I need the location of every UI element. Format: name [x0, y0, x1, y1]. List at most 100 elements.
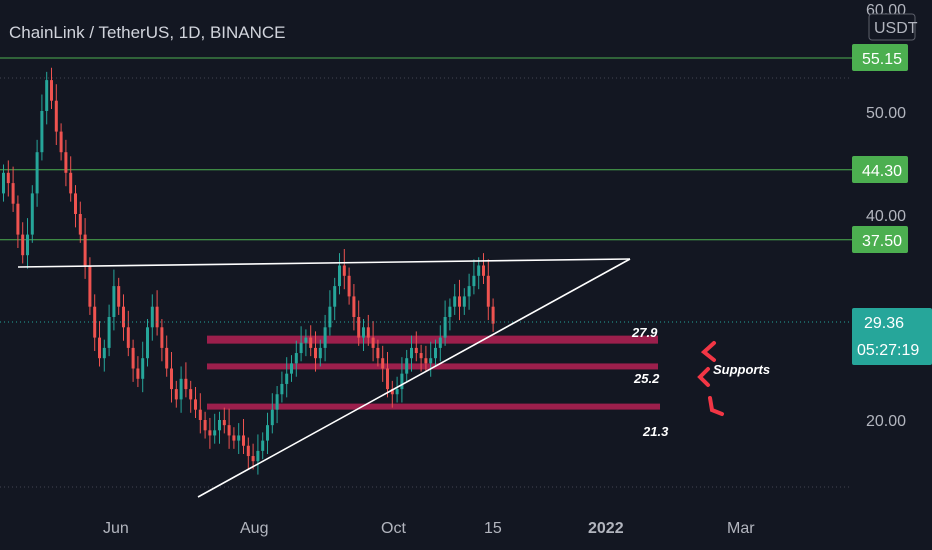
- candle-body[interactable]: [338, 265, 341, 287]
- candle-body[interactable]: [2, 172, 5, 194]
- candle-body[interactable]: [16, 203, 20, 235]
- candle-body[interactable]: [170, 368, 173, 390]
- candle-body[interactable]: [136, 368, 140, 379]
- candle-body[interactable]: [69, 172, 73, 194]
- candle-body[interactable]: [371, 337, 375, 348]
- candle-body[interactable]: [107, 317, 111, 348]
- candle-body[interactable]: [333, 286, 337, 307]
- candle-body[interactable]: [146, 327, 149, 359]
- candle-body[interactable]: [482, 265, 485, 276]
- candle-body[interactable]: [342, 265, 346, 276]
- candle-body[interactable]: [405, 358, 409, 374]
- candle-body[interactable]: [390, 389, 394, 395]
- candle-body[interactable]: [328, 306, 332, 328]
- candle-body[interactable]: [98, 337, 101, 359]
- candle-body[interactable]: [88, 265, 92, 307]
- candle-body[interactable]: [160, 327, 164, 348]
- candle-body[interactable]: [261, 440, 265, 451]
- candle-body[interactable]: [11, 183, 15, 204]
- candle-body[interactable]: [64, 152, 68, 173]
- candle-body[interactable]: [74, 193, 77, 214]
- candle-body[interactable]: [352, 296, 356, 317]
- candle-body[interactable]: [410, 347, 413, 359]
- candle-body[interactable]: [486, 275, 490, 307]
- candle-body[interactable]: [395, 389, 399, 395]
- candle-body[interactable]: [318, 347, 322, 359]
- candle-body[interactable]: [386, 368, 389, 390]
- candle-body[interactable]: [59, 131, 63, 153]
- candle-body[interactable]: [251, 456, 255, 462]
- candle-body[interactable]: [6, 172, 10, 184]
- candle-body[interactable]: [467, 286, 471, 297]
- candle-body[interactable]: [222, 420, 226, 426]
- candle-body[interactable]: [309, 337, 313, 348]
- candle-body[interactable]: [227, 425, 231, 436]
- candle-body[interactable]: [434, 347, 437, 359]
- candle-body[interactable]: [458, 296, 461, 307]
- candle-body[interactable]: [299, 342, 303, 354]
- candle-body[interactable]: [78, 214, 82, 235]
- candle-body[interactable]: [323, 327, 327, 348]
- candle-body[interactable]: [126, 327, 130, 348]
- candle-body[interactable]: [203, 420, 207, 431]
- candle-body[interactable]: [141, 358, 145, 379]
- candle-body[interactable]: [491, 306, 495, 324]
- candle-body[interactable]: [419, 353, 423, 359]
- candle-body[interactable]: [232, 435, 236, 441]
- candle-body[interactable]: [366, 327, 370, 338]
- candle-body[interactable]: [448, 306, 452, 317]
- candle-body[interactable]: [40, 111, 44, 153]
- candle-body[interactable]: [414, 347, 418, 354]
- candle-body[interactable]: [314, 347, 317, 359]
- candle-body[interactable]: [93, 306, 97, 338]
- candle-body[interactable]: [357, 317, 361, 338]
- candle-body[interactable]: [304, 337, 308, 343]
- candle-body[interactable]: [83, 234, 87, 266]
- candle-body[interactable]: [376, 347, 380, 359]
- candle-body[interactable]: [194, 399, 197, 410]
- candle-body[interactable]: [381, 358, 385, 369]
- candle-body[interactable]: [218, 420, 221, 431]
- candle-body[interactable]: [280, 383, 284, 395]
- candle-body[interactable]: [429, 358, 433, 364]
- lower-trendline[interactable]: [197, 258, 631, 498]
- support-zone-1[interactable]: [207, 335, 658, 344]
- candle-body[interactable]: [270, 409, 274, 426]
- candle-body[interactable]: [150, 306, 154, 328]
- candle-body[interactable]: [54, 100, 58, 132]
- candle-body[interactable]: [50, 80, 53, 101]
- candle-body[interactable]: [117, 286, 121, 307]
- candle-body[interactable]: [477, 265, 481, 276]
- candle-body[interactable]: [184, 378, 188, 390]
- candle-body[interactable]: [165, 347, 169, 369]
- candle-body[interactable]: [35, 152, 39, 194]
- candle-body[interactable]: [237, 435, 241, 441]
- candle-body[interactable]: [174, 389, 178, 400]
- candle-body[interactable]: [155, 306, 159, 328]
- candle-body[interactable]: [246, 445, 250, 457]
- candle-body[interactable]: [453, 296, 457, 307]
- candle-body[interactable]: [462, 296, 466, 307]
- candle-body[interactable]: [213, 430, 217, 436]
- candle-body[interactable]: [472, 275, 476, 287]
- candle-body[interactable]: [438, 337, 442, 348]
- candle-body[interactable]: [424, 358, 428, 364]
- candle-body[interactable]: [198, 409, 202, 420]
- currency-badge[interactable]: [868, 13, 916, 41]
- candle-body[interactable]: [266, 425, 269, 441]
- candle-body[interactable]: [179, 378, 183, 400]
- candle-body[interactable]: [362, 327, 365, 338]
- support-zone-3[interactable]: [207, 403, 660, 410]
- candle-body[interactable]: [443, 317, 447, 338]
- support-zone-2[interactable]: [207, 363, 658, 370]
- candle-body[interactable]: [285, 373, 289, 384]
- candle-body[interactable]: [290, 363, 293, 374]
- candle-body[interactable]: [21, 234, 25, 256]
- candle-body[interactable]: [294, 353, 298, 364]
- candle-body[interactable]: [347, 275, 351, 297]
- candle-body[interactable]: [122, 306, 125, 328]
- candle-body[interactable]: [242, 435, 245, 446]
- candle-body[interactable]: [208, 430, 212, 436]
- upper-trendline[interactable]: [17, 258, 631, 268]
- candle-body[interactable]: [45, 80, 49, 111]
